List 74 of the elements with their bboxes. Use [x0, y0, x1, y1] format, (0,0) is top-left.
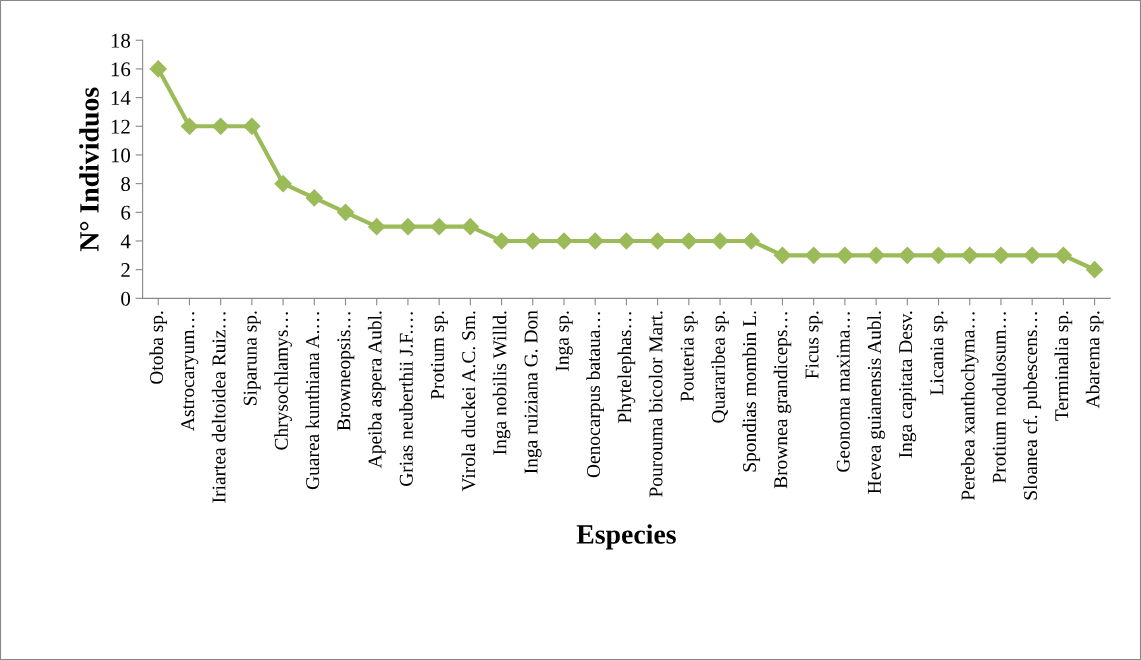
point — [992, 246, 1010, 264]
point — [180, 117, 198, 135]
x-tick-label: Perebea xanthochyma… — [960, 312, 979, 501]
point — [399, 218, 417, 236]
y-tick-label: 18 — [111, 33, 131, 48]
x-tick-label: Phytelephas… — [617, 312, 636, 423]
point — [867, 246, 885, 264]
x-tick-label: Pourouma bicolor Mart. — [648, 311, 663, 497]
point — [711, 232, 729, 250]
y-tick-label: 8 — [121, 177, 131, 192]
point — [149, 60, 167, 78]
x-tick-label: Quararibea sp. — [711, 311, 729, 423]
point — [243, 117, 261, 135]
y-tick-label: 0 — [121, 291, 131, 306]
point — [368, 218, 386, 236]
x-tick-label: Abarema sp. — [1085, 311, 1104, 409]
y-tick-label: 4 — [120, 234, 131, 249]
x-tick-label: Inga ruiziana G. Don — [524, 310, 542, 474]
x-tick-label: Oenocarpus bataua… — [586, 312, 605, 478]
point — [493, 232, 511, 250]
x-tick-label: Astrocaryum… — [181, 312, 199, 431]
x-tick-label: Protium nodulosum… — [992, 312, 1006, 483]
x-tick-label: Inga nobilis Willd. — [492, 311, 511, 455]
x-tick-label: Grias neuberthii J.F.… — [399, 312, 413, 486]
point — [805, 246, 823, 264]
point — [555, 232, 573, 250]
point — [461, 218, 479, 236]
x-tick-label: Ficus sp. — [805, 311, 823, 379]
point — [680, 232, 698, 250]
x-tick-label: Chrysochlamys… — [274, 312, 292, 450]
x-tick-label: Hevea guianensis Aubl. — [867, 311, 885, 494]
point — [1054, 246, 1072, 264]
x-tick-label: Brownea grandiceps… — [773, 312, 792, 489]
x-tick-label: Terminalia sp. — [1054, 311, 1073, 421]
point — [773, 246, 792, 264]
x-tick-label: Apeiba aspera Aubl. — [367, 311, 386, 469]
x-tick-label: Inga capitata Desv. — [899, 311, 917, 458]
point — [1023, 246, 1041, 264]
y-tick-label: 12 — [111, 119, 130, 134]
point — [430, 218, 448, 236]
y-tick-label: 2 — [121, 263, 130, 277]
x-tick-label: Siparuna sp. — [243, 311, 261, 405]
point — [898, 246, 916, 264]
x-tick-label: Licania sp. — [930, 311, 948, 395]
point — [336, 203, 355, 221]
x-axis-title: Especies — [576, 524, 676, 550]
y-tick-label: 10 — [111, 148, 131, 163]
x-tick-label: Iriartea deltoidea Ruiz… — [211, 312, 226, 503]
x-tick-label: Geonoma maxima… — [836, 312, 850, 472]
point — [742, 232, 760, 250]
point — [929, 246, 948, 264]
point — [836, 246, 854, 264]
point — [1086, 261, 1104, 279]
point — [649, 232, 667, 250]
x-tick-label: Sloanea cf. pubescens… — [1023, 312, 1042, 500]
x-tick-label: Virola duckei A.C. Sm. — [461, 311, 476, 492]
x-tick-label: Inga sp. — [555, 311, 573, 371]
x-tick-label: Otoba sp. — [149, 311, 168, 384]
point — [212, 117, 230, 135]
point — [961, 246, 979, 264]
y-tick-label: 16 — [111, 62, 131, 77]
x-tick-label: Browneopsis… — [337, 312, 355, 431]
point — [586, 232, 604, 250]
point — [274, 175, 292, 193]
y-tick-label: 6 — [121, 205, 131, 220]
x-tick-label: Protium sp. — [430, 311, 448, 400]
x-tick-label: Spondias mombin L. — [742, 311, 761, 472]
point — [524, 232, 542, 250]
point — [305, 189, 323, 207]
x-tick-label: Pouteria sp. — [680, 311, 698, 402]
x-tick-label: Guarea kunthiana A.… — [305, 312, 320, 490]
point — [617, 232, 635, 250]
y-tick-label: 14 — [111, 91, 131, 105]
y-axis-title: N° Individuos — [79, 87, 99, 252]
